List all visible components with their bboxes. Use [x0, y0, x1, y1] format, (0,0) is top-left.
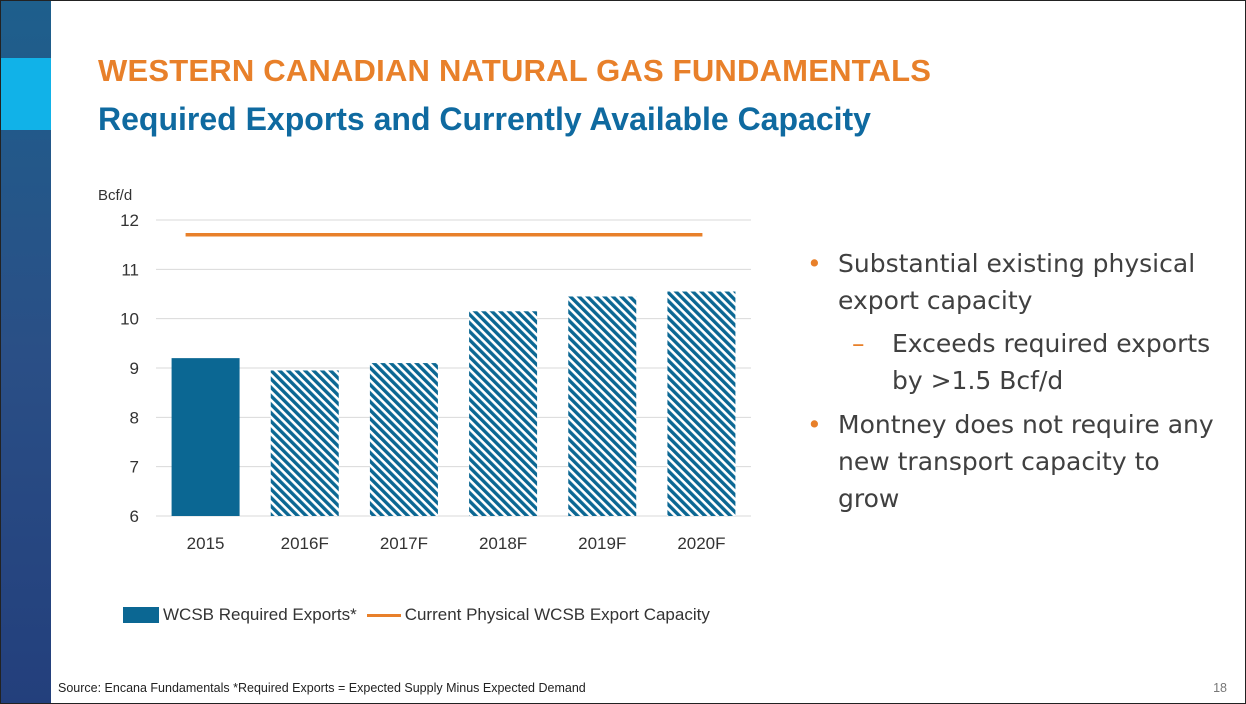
- x-tick-label: 2019F: [578, 534, 626, 553]
- bullet-dot-icon: •: [807, 410, 822, 439]
- bar-2017F: [369, 363, 438, 516]
- x-tick-label: 2015: [187, 534, 225, 553]
- bar-2019F: [568, 296, 637, 516]
- x-tick-label: 2018F: [479, 534, 527, 553]
- y-tick-label: 12: [120, 211, 139, 230]
- y-tick-label: 7: [130, 458, 139, 477]
- x-tick-label: 2016F: [281, 534, 329, 553]
- y-tick-label: 9: [130, 359, 139, 378]
- slide-subtitle: Required Exports and Currently Available…: [98, 101, 871, 137]
- legend-swatch-required-exports: [123, 607, 159, 623]
- label-layer: 6 7 8 9 10 11 12 2015 2016F 2017F 2018F 2019F 2020F: [120, 211, 725, 553]
- bar-2016F: [270, 370, 339, 516]
- bar-layer: [171, 291, 736, 516]
- source-footnote: Source: Encana Fundamentals *Required Ex…: [58, 681, 586, 695]
- bullet-item: • Substantial existing physical export c…: [807, 245, 1227, 399]
- legend-swatch-capacity: [366, 613, 401, 617]
- bullet-item: • Montney does not require any new trans…: [807, 406, 1227, 517]
- sub-bullet-list: – Exceeds required exports by >1.5 Bcf/d: [838, 325, 1227, 399]
- bullet-text: Montney does not require any new transpo…: [838, 410, 1214, 513]
- chart-legend: WCSB Required Exports* Current Physical …: [123, 605, 710, 625]
- side-accent: [1, 58, 51, 130]
- slide-title: WESTERN CANADIAN NATURAL GAS FUNDAMENTAL…: [98, 53, 932, 88]
- bar-2020F: [667, 291, 736, 516]
- bullet-list: • Substantial existing physical export c…: [807, 245, 1227, 524]
- page-number: 18: [1213, 681, 1227, 695]
- x-tick-label: 2017F: [380, 534, 428, 553]
- sub-bullet-text: Exceeds required exports by >1.5 Bcf/d: [892, 329, 1211, 395]
- y-tick-label: 8: [130, 408, 139, 427]
- legend-label-capacity: Current Physical WCSB Export Capacity: [404, 605, 710, 624]
- dash-icon: –: [852, 329, 865, 358]
- y-tick-label: 10: [120, 310, 139, 329]
- grid-layer: [156, 219, 751, 517]
- y-axis-unit-label: Bcf/d: [98, 187, 132, 204]
- y-tick-label: 11: [121, 260, 139, 279]
- y-tick-label: 6: [130, 507, 139, 526]
- bar-2018F: [469, 311, 538, 516]
- bar-2015: [171, 358, 240, 516]
- legend-label-required-exports: WCSB Required Exports*: [163, 605, 357, 624]
- x-tick-label: 2020F: [677, 534, 725, 553]
- bullet-text: Substantial existing physical export cap…: [838, 249, 1196, 315]
- bullet-dot-icon: •: [807, 249, 822, 278]
- sub-bullet-item: – Exceeds required exports by >1.5 Bcf/d: [838, 325, 1227, 399]
